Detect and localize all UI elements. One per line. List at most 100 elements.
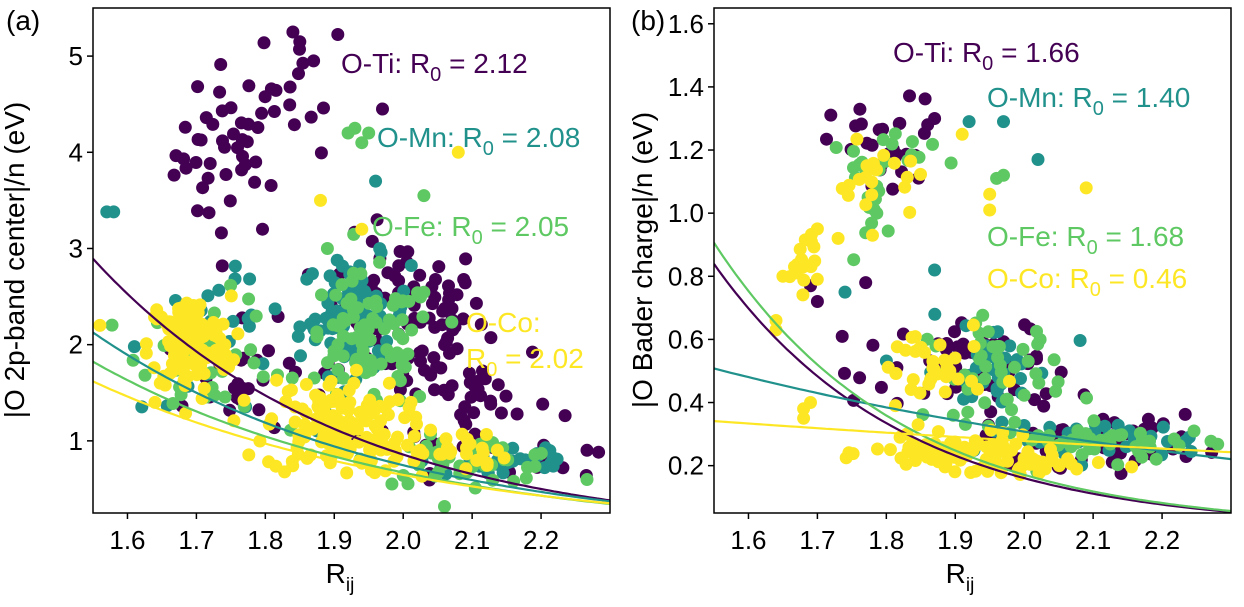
point-co	[299, 406, 313, 420]
point-co	[908, 330, 922, 344]
point-co	[810, 272, 824, 286]
point-fe	[1204, 434, 1218, 448]
point-co	[1023, 457, 1037, 471]
point-fe	[393, 374, 407, 388]
point-fe	[1031, 429, 1045, 443]
point-ti	[201, 171, 215, 185]
point-ti	[434, 361, 448, 375]
point-co	[859, 170, 873, 184]
point-mn	[995, 415, 1009, 429]
point-mn	[928, 263, 942, 277]
point-co	[164, 315, 178, 329]
point-co	[971, 382, 984, 396]
axes-frame	[713, 7, 1232, 514]
point-co	[433, 447, 447, 461]
point-ti	[886, 182, 900, 196]
point-co	[317, 411, 331, 425]
point-co	[1053, 458, 1067, 472]
point-fe	[329, 288, 343, 302]
point-co	[424, 423, 438, 437]
point-ti	[191, 204, 204, 218]
point-fe	[1047, 353, 1061, 367]
point-ti	[948, 325, 961, 339]
point-ti	[464, 390, 478, 404]
x-tick-label: 1.6	[109, 525, 145, 555]
point-ti	[838, 366, 851, 380]
point-co	[398, 411, 412, 425]
point-fe	[1017, 388, 1031, 402]
point-mn	[323, 269, 337, 283]
point-ti	[1037, 399, 1051, 413]
point-mn	[330, 253, 344, 267]
x-tick-label: 2.1	[454, 525, 490, 555]
point-co	[439, 432, 453, 446]
point-mn	[1156, 420, 1170, 434]
point-co	[871, 442, 884, 456]
point-fe	[320, 242, 334, 255]
point-fe	[348, 121, 362, 135]
point-fe	[829, 141, 843, 154]
annotation-fe: O-Fe: R0 = 1.68	[987, 221, 1184, 259]
point-fe	[986, 340, 1000, 354]
point-fe	[395, 313, 409, 327]
point-ti	[536, 397, 550, 411]
x-tick-label: 1.8	[247, 525, 283, 555]
point-fe	[1135, 450, 1149, 464]
point-ti	[457, 273, 471, 286]
point-fe	[1016, 342, 1030, 356]
point-fe	[1008, 415, 1022, 429]
point-mn	[107, 205, 121, 219]
point-ti	[853, 371, 867, 385]
point-fe	[1167, 432, 1181, 446]
point-fe	[978, 372, 992, 386]
point-fe	[1030, 324, 1043, 338]
point-fe	[256, 370, 270, 384]
point-fe	[405, 323, 419, 337]
point-ti	[249, 155, 263, 169]
point-ti	[491, 378, 505, 392]
point-ti	[427, 351, 441, 365]
point-fe	[445, 315, 459, 329]
point-mn	[294, 349, 307, 363]
x-tick-label: 1.6	[730, 525, 766, 555]
plot-area	[714, 89, 1231, 513]
point-fe	[870, 206, 884, 220]
point-ti	[903, 89, 916, 103]
point-fe	[417, 189, 431, 203]
point-co	[920, 450, 934, 464]
point-ti	[257, 36, 271, 50]
point-ti	[238, 158, 252, 172]
point-mn	[962, 115, 976, 129]
point-ti	[370, 213, 384, 227]
point-co	[776, 269, 790, 283]
y-tick-label: 0.8	[668, 261, 704, 291]
point-ti	[437, 383, 451, 397]
point-ti	[227, 127, 240, 141]
point-ti	[424, 368, 438, 382]
point-ti	[415, 344, 429, 358]
point-fe	[218, 390, 232, 404]
point-fe	[362, 126, 376, 140]
point-co	[902, 441, 916, 455]
point-fe	[369, 315, 383, 329]
point-fe	[364, 363, 378, 377]
series-co	[769, 127, 1139, 481]
point-ti	[191, 133, 205, 146]
plot-area	[93, 25, 610, 513]
point-ti	[214, 226, 228, 240]
point-mn	[291, 329, 305, 343]
point-co	[479, 428, 493, 441]
point-fe	[331, 319, 345, 333]
point-fe	[242, 292, 256, 306]
point-fe	[355, 136, 369, 150]
point-fe	[979, 360, 993, 373]
point-co	[355, 222, 369, 236]
point-ti	[214, 58, 228, 71]
point-co	[343, 395, 357, 409]
point-co	[938, 385, 952, 399]
point-co	[796, 288, 810, 302]
fit-curve-ti	[93, 257, 610, 502]
point-ti	[286, 25, 300, 39]
point-co	[798, 233, 812, 247]
point-ti	[191, 80, 205, 94]
